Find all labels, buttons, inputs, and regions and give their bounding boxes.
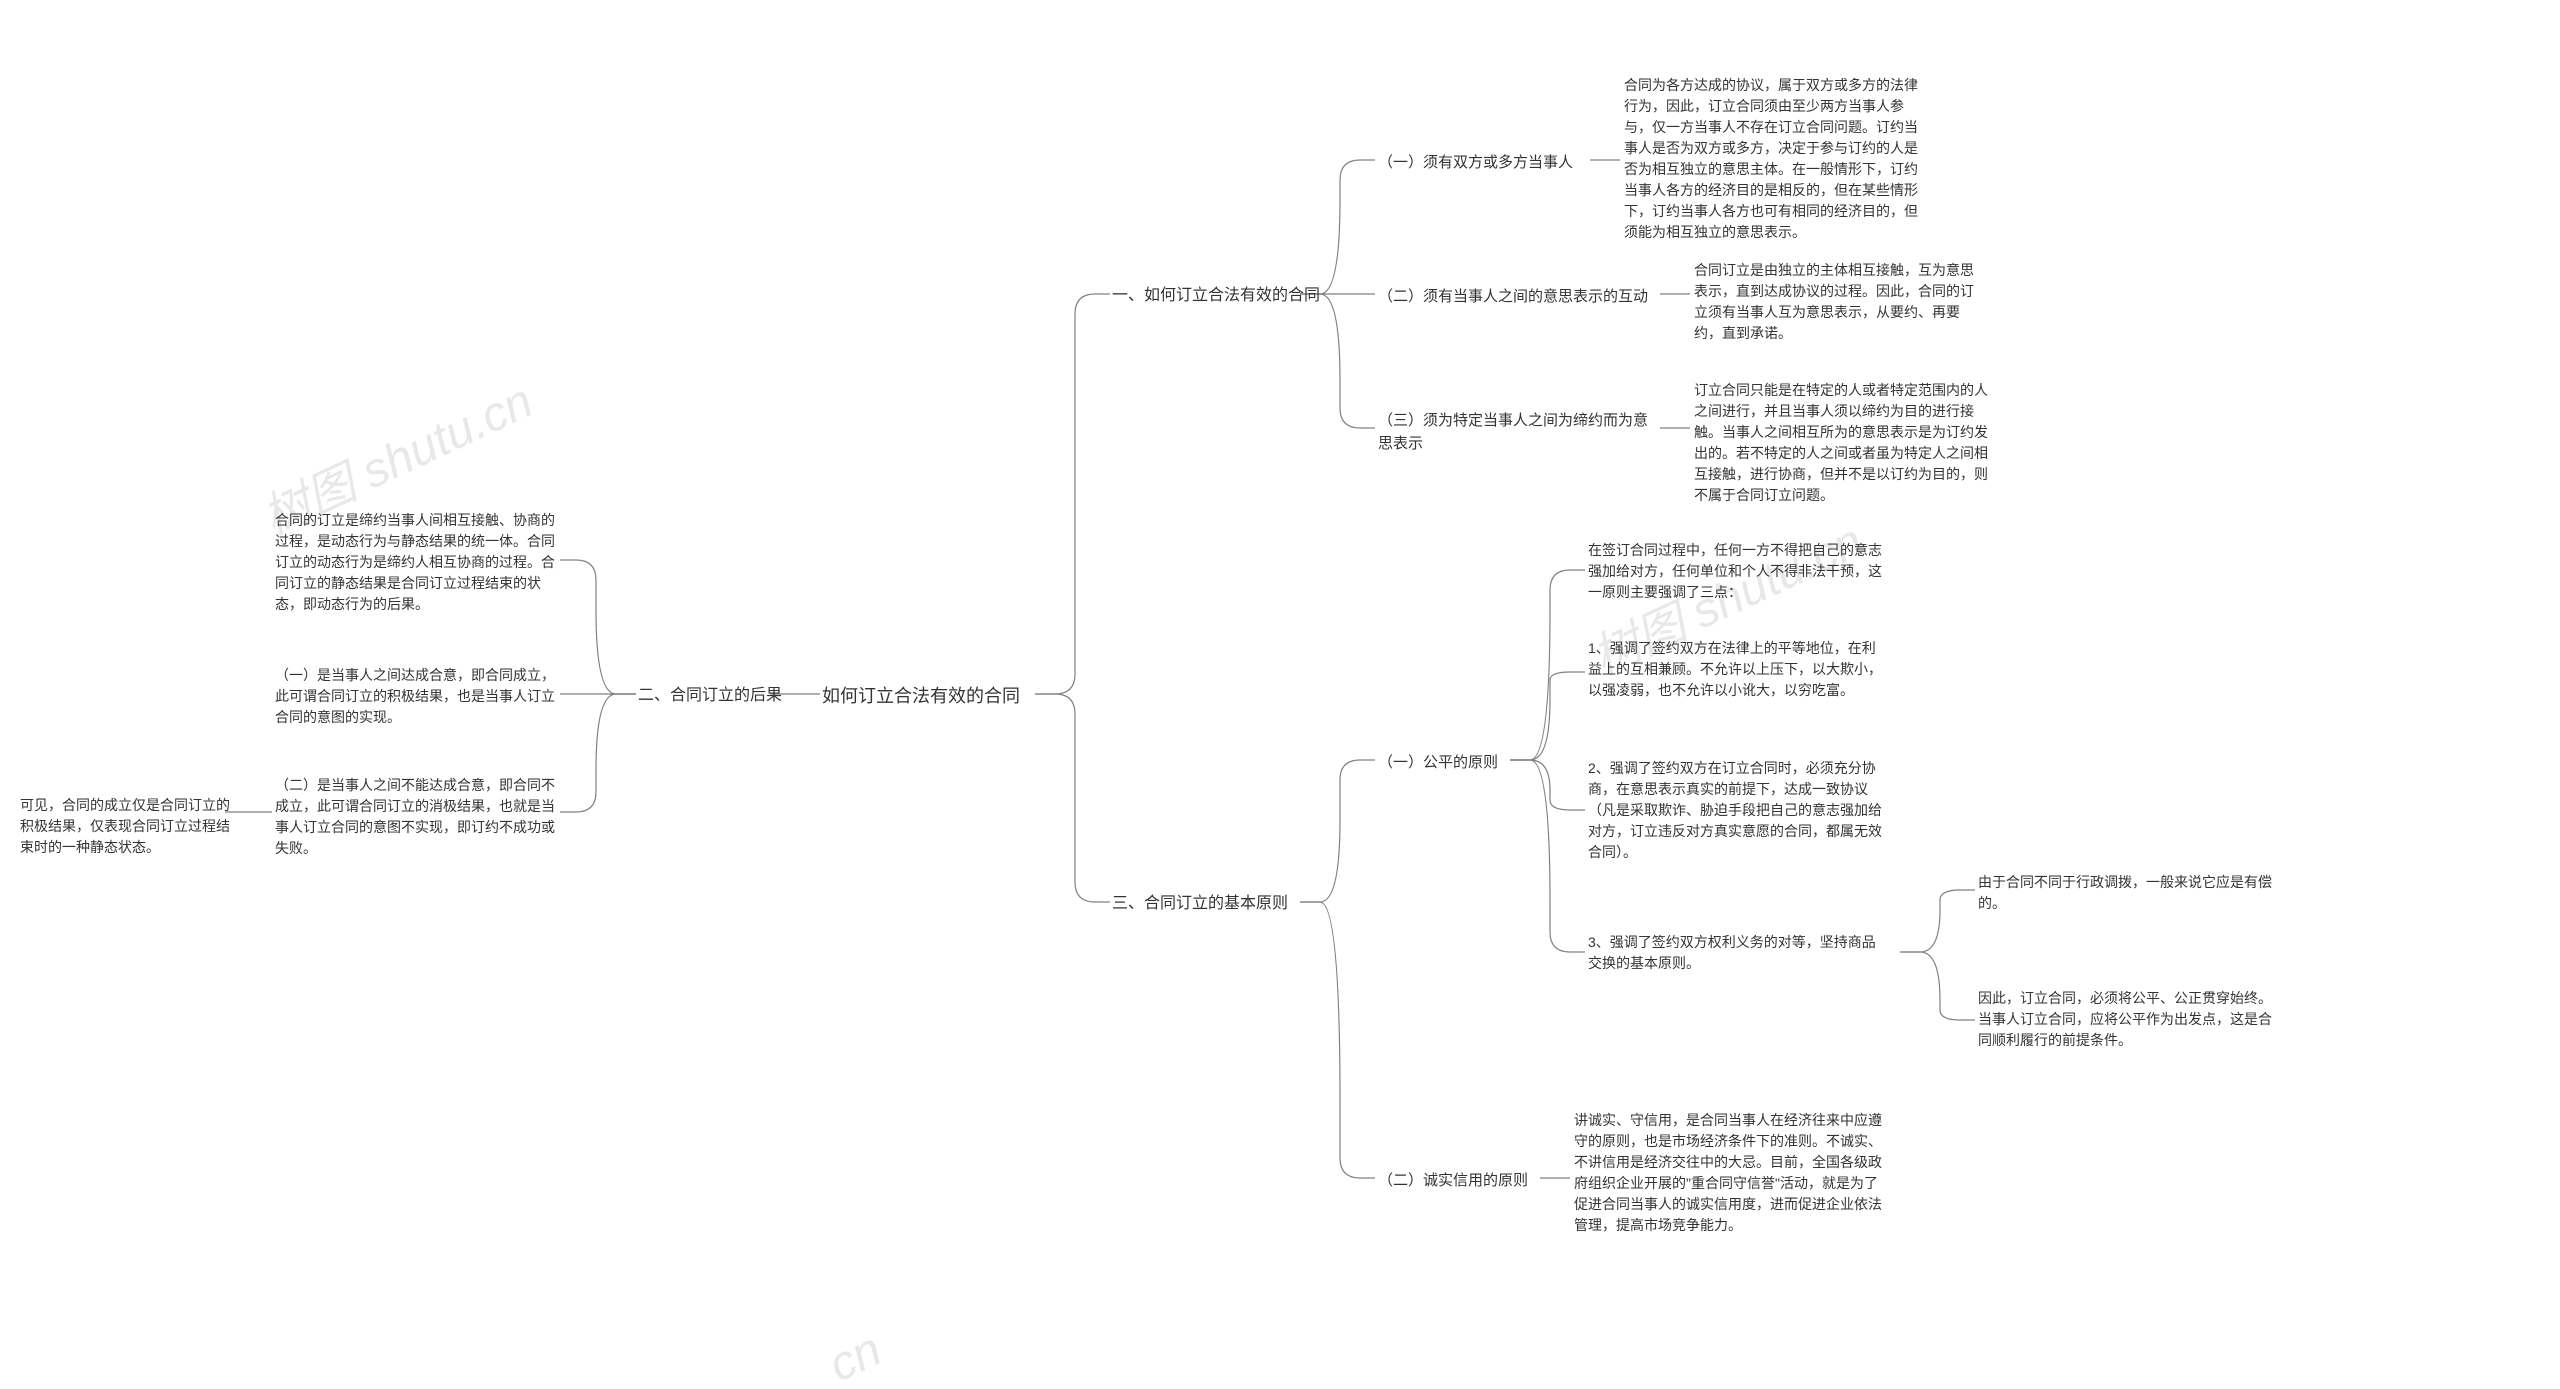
branch-1-1: （一）须有双方或多方当事人 bbox=[1378, 152, 1588, 175]
branch-3: 三、合同订立的基本原则 bbox=[1112, 892, 1288, 916]
branch-3-1-p0: 在签订合同过程中，任何一方不得把自己的意志强加给对方，任何单位和个人不得非法干预… bbox=[1588, 540, 1888, 603]
branch-2-c2-leaf: 可见，合同的成立仅是合同订立的积极结果，仅表现合同订立过程结束时的一种静态状态。 bbox=[20, 795, 230, 858]
branch-3-1-p2: 2、强调了签约双方在订立合同时，必须充分协商，在意思表示真实的前提下，达成一致协… bbox=[1588, 758, 1888, 863]
branch-2: 二、合同订立的后果 bbox=[638, 684, 782, 708]
branch-3-2-leaf: 讲诚实、守信用，是合同当事人在经济往来中应遵守的原则，也是市场经济条件下的准则。… bbox=[1574, 1110, 1884, 1236]
branch-3-1-p3-sub1: 因此，订立合同，必须将公平、公正贯穿始终。当事人订立合同，应将公平作为出发点，这… bbox=[1978, 988, 2278, 1051]
branch-2-c1: （一）是当事人之间达成合意，即合同成立，此可谓合同订立的积极结果，也是当事人订立… bbox=[275, 665, 560, 728]
branch-1-3-leaf: 订立合同只能是在特定的人或者特定范围内的人之间进行，并且当事人须以缔约为目的进行… bbox=[1694, 380, 1994, 506]
branch-1-1-leaf: 合同为各方达成的协议，属于双方或多方的法律行为，因此，订立合同须由至少两方当事人… bbox=[1624, 75, 1924, 243]
branch-1-2: （二）须有当事人之间的意思表示的互动 bbox=[1378, 286, 1658, 309]
branch-3-1: （一）公平的原则 bbox=[1378, 752, 1518, 775]
branch-2-c2: （二）是当事人之间不能达成合意，即合同不成立，此可谓合同订立的消极结果，也就是当… bbox=[275, 775, 560, 859]
branch-3-1-p3: 3、强调了签约双方权利义务的对等，坚持商品交换的基本原则。 bbox=[1588, 932, 1888, 974]
branch-3-1-p1: 1、强调了签约双方在法律上的平等地位，在利益上的互相兼顾。不允许以上压下，以大欺… bbox=[1588, 638, 1888, 701]
branch-2-c0: 合同的订立是缔约当事人间相互接触、协商的过程，是动态行为与静态结果的统一体。合同… bbox=[275, 510, 560, 615]
branch-1: 一、如何订立合法有效的合同 bbox=[1112, 284, 1320, 308]
center-node: 如何订立合法有效的合同 bbox=[822, 683, 1020, 710]
branch-1-2-leaf: 合同订立是由独立的主体相互接触，互为意思表示，直到达成协议的过程。因此，合同的订… bbox=[1694, 260, 1984, 344]
branch-3-2: （二）诚实信用的原则 bbox=[1378, 1170, 1538, 1193]
branch-1-3: （三）须为特定当事人之间为缔约而为意思表示 bbox=[1378, 410, 1658, 455]
watermark: cn bbox=[821, 1322, 890, 1389]
branch-3-1-p3-sub0: 由于合同不同于行政调拨，一般来说它应是有偿的。 bbox=[1978, 872, 2278, 914]
